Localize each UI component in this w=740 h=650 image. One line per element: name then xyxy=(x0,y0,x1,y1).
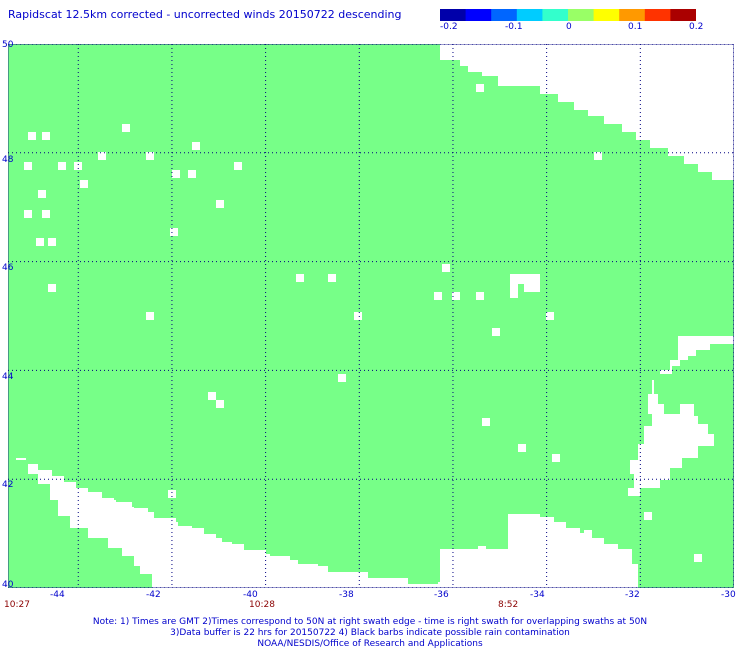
lat-label-50: 50 xyxy=(2,40,14,50)
note-line-3: NOAA/NESDIS/Office of Research and Appli… xyxy=(257,639,483,649)
colorbar-segment xyxy=(542,9,569,21)
colorbar-tick-0: 0 xyxy=(566,22,572,32)
lon-label-34: -34 xyxy=(530,590,545,600)
missing-cell xyxy=(338,374,346,382)
colorbar-tick-0-1: 0.1 xyxy=(628,22,643,32)
missing-cell xyxy=(170,228,178,236)
missing-cell xyxy=(216,400,224,408)
colorbar-segment xyxy=(516,9,543,21)
colorbar-segment xyxy=(670,9,696,21)
lat-lon-grid xyxy=(8,44,734,588)
lon-label-32: -32 xyxy=(625,590,640,600)
missing-cell xyxy=(172,170,180,178)
colorbar-tick-0-2: 0.2 xyxy=(689,22,704,32)
missing-cell xyxy=(38,190,46,198)
colorbar-segment xyxy=(440,9,467,21)
lon-label-30: -30 xyxy=(721,590,736,600)
missing-cell xyxy=(192,142,200,150)
missing-cell xyxy=(42,210,50,218)
missing-cell xyxy=(552,454,560,462)
data-gap-right xyxy=(628,336,734,496)
missing-cell xyxy=(48,238,56,246)
missing-cell xyxy=(216,200,224,208)
colorbar-segment xyxy=(619,9,646,21)
missing-cells xyxy=(24,84,702,562)
lon-label-36: -36 xyxy=(434,590,449,600)
missing-cell xyxy=(42,132,50,140)
missing-cell xyxy=(594,152,602,160)
lon-label-40: -40 xyxy=(243,590,258,600)
lon-label-42: -42 xyxy=(146,590,161,600)
missing-cell xyxy=(36,238,44,246)
wind-data-swath xyxy=(8,44,734,588)
missing-cell xyxy=(434,292,442,300)
missing-cell xyxy=(28,132,36,140)
missing-cell xyxy=(492,328,500,336)
missing-cell xyxy=(442,264,450,272)
missing-cell xyxy=(694,554,702,562)
missing-cell xyxy=(482,418,490,426)
lat-label-40: 40 xyxy=(2,580,14,590)
swath-time-2: 10:28 xyxy=(249,600,275,610)
missing-cell xyxy=(108,520,116,528)
missing-cell xyxy=(122,124,130,132)
missing-cell xyxy=(146,152,154,160)
missing-cell xyxy=(24,210,32,218)
missing-cell xyxy=(168,490,176,498)
colorbar-segment xyxy=(644,9,671,21)
missing-cell xyxy=(562,538,570,546)
missing-cell xyxy=(328,274,336,282)
colorbar-segment xyxy=(593,9,620,21)
missing-cell xyxy=(208,392,216,400)
lat-label-48: 48 xyxy=(2,155,14,165)
missing-cell xyxy=(58,162,66,170)
missing-cell xyxy=(80,180,88,188)
lon-label-44: -44 xyxy=(50,590,65,600)
note-line-2: 3)Data buffer is 22 hrs for 20150722 4) … xyxy=(170,628,570,638)
chart-title: Rapidscat 12.5km corrected - uncorrected… xyxy=(8,8,402,21)
missing-cell xyxy=(234,162,242,170)
lat-label-46: 46 xyxy=(2,263,14,273)
swath-fill-middle-lower xyxy=(48,444,668,584)
swath-fill-left-lower xyxy=(8,442,152,588)
missing-cell xyxy=(146,312,154,320)
missing-cell xyxy=(74,162,82,170)
missing-cell xyxy=(296,274,304,282)
missing-cell xyxy=(452,292,460,300)
swath-time-3: 8:52 xyxy=(498,600,519,610)
colorbar-segment xyxy=(465,9,492,21)
missing-cell xyxy=(644,512,652,520)
note-line-1: Note: 1) Times are GMT 2)Times correspon… xyxy=(92,617,648,627)
map-frame xyxy=(8,44,734,588)
colorbar-segment xyxy=(568,9,595,21)
missing-cell xyxy=(546,312,554,320)
lat-label-42: 42 xyxy=(2,480,14,490)
missing-cell xyxy=(98,152,106,160)
wind-difference-map xyxy=(8,44,734,588)
missing-cell xyxy=(518,444,526,452)
missing-cell xyxy=(24,162,32,170)
lat-label-44: 44 xyxy=(2,372,14,382)
coastline-gap-right xyxy=(510,274,734,496)
missing-cell xyxy=(478,546,486,554)
missing-cell xyxy=(476,292,484,300)
missing-cell xyxy=(354,312,362,320)
colorbar-tick-neg-0-1: -0.1 xyxy=(505,22,523,32)
lon-label-38: -38 xyxy=(339,590,354,600)
data-gap-north-east xyxy=(510,274,540,298)
colorbar-tick-neg-0-2: -0.2 xyxy=(440,22,458,32)
colorbar-segment xyxy=(491,9,518,21)
missing-cell xyxy=(48,284,56,292)
colorbar xyxy=(440,9,696,21)
missing-cell xyxy=(448,554,456,562)
missing-cell xyxy=(476,84,484,92)
missing-cell xyxy=(584,530,592,538)
missing-cell xyxy=(128,542,136,550)
swath-time-1: 10:27 xyxy=(4,600,30,610)
missing-cell xyxy=(188,170,196,178)
